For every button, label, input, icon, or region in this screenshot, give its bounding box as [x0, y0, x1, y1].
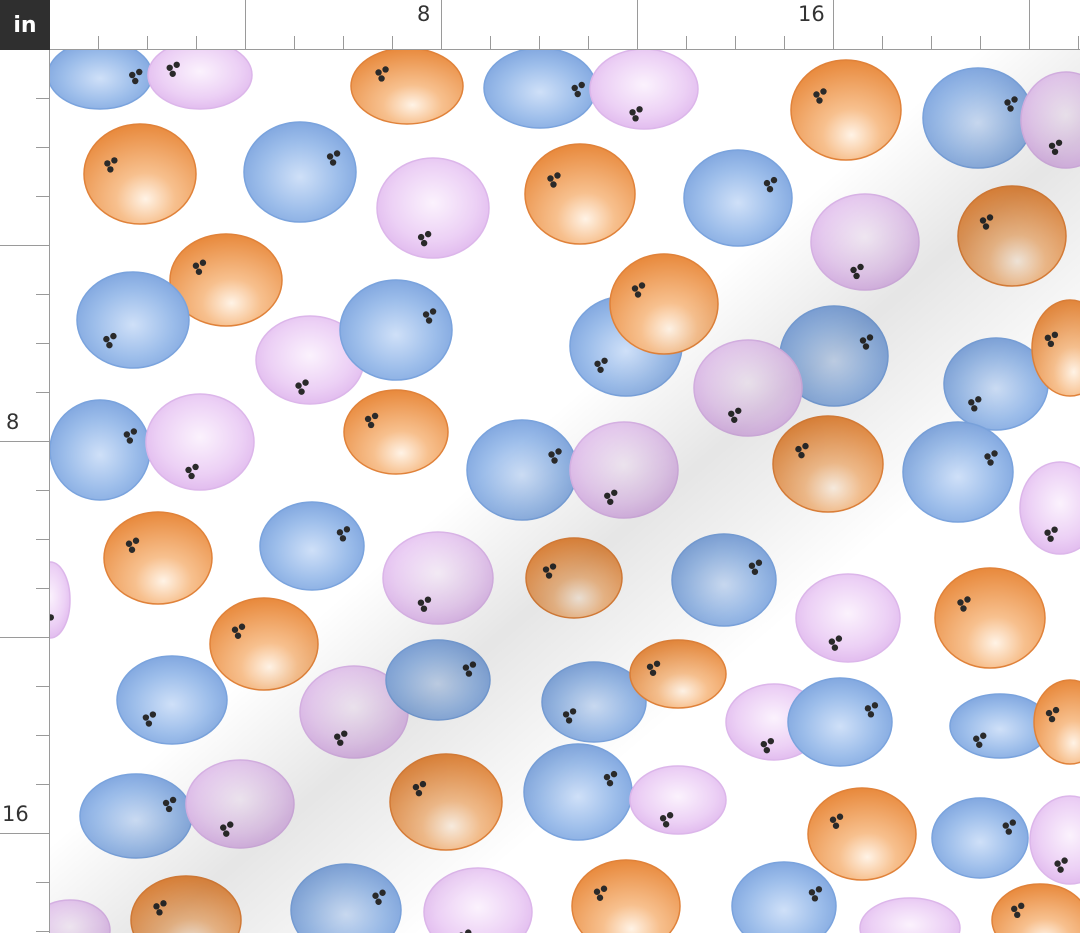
ruler-label-8-vertical: 8 [6, 410, 20, 434]
vertical-ruler: 8 16 [0, 50, 50, 933]
ruler-label-8: 8 [417, 2, 431, 26]
vertical-ruler-ticks [0, 50, 50, 933]
fabric-swatch [50, 50, 1080, 933]
unit-toggle[interactable]: in [0, 0, 50, 50]
ruler-label-16-vertical: 16 [2, 802, 29, 826]
horizontal-ruler-ticks [50, 0, 1080, 50]
horizontal-ruler: 8 16 [50, 0, 1080, 50]
ruler-label-16: 16 [798, 2, 825, 26]
fabric-fold-shadow [50, 50, 1080, 933]
bowling-ball-pattern [50, 50, 1080, 933]
